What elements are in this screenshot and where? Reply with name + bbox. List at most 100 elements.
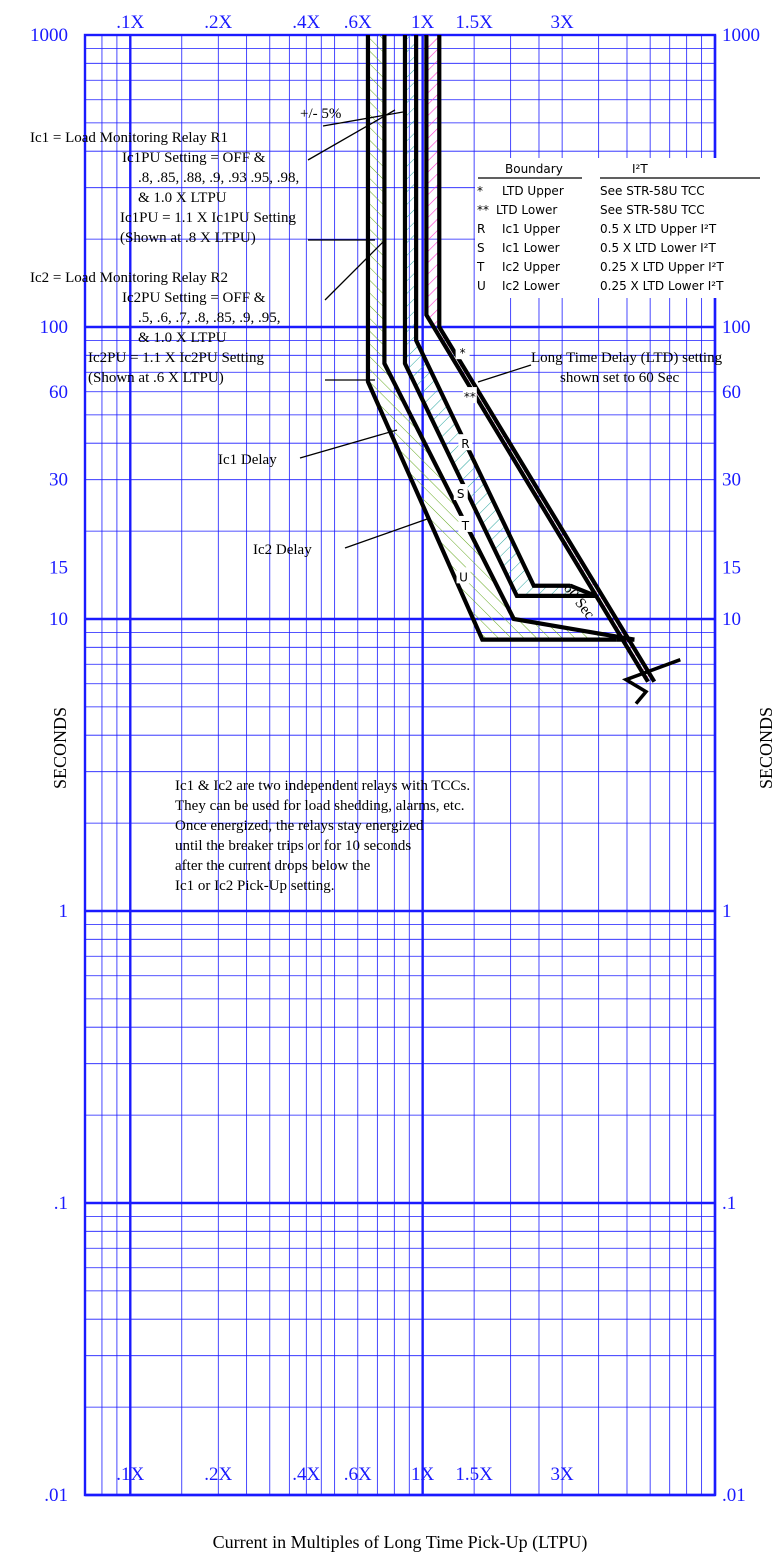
band-inner-line [414,35,571,588]
band-outer-line [424,35,650,683]
y-tick-label-right: 15 [722,558,741,579]
ic1-title: Ic1 = Load Monitoring Relay R1 [30,130,228,146]
curve-letter-bg [462,387,477,404]
ic2-delay-leader [344,517,431,549]
curve-letter: S [457,487,465,501]
ic2-pu: Ic2PU = 1.1 X Ic2PU Setting [88,350,264,366]
y-tick-label-left: 60 [49,382,68,403]
x-tick-label: 1.5X [455,1464,493,1485]
ic1-leader-1 [307,109,396,161]
y-tick-label-left: .01 [44,1485,68,1506]
note-line-6: Ic1 or Ic2 Pick-Up setting. [175,878,335,894]
y-tick-label-right: 30 [722,470,741,491]
svg-text:LTD Lower: LTD Lower [496,203,557,217]
x-tick-label: 3X [551,1464,575,1485]
svg-text:R: R [477,222,485,236]
y-tick-label-left: 10 [49,609,68,630]
tick-labels: .1X .1X .2X .2X .4X .4X .6X .6X 1X 1X 1.5X 1.5X 3X 3X… [30,12,760,1506]
ic1-line-3: & 1.0 X LTPU [138,190,227,206]
ic1-delay-leader [299,429,398,459]
boundary-legend: Boundary I²T * LTD Upper See STR-58U TCC… [475,158,760,298]
ltd-leader [477,364,532,383]
x-tick-label: 1X [411,1464,435,1485]
x-tick-label: .1X [116,1464,144,1485]
svg-text:U: U [477,279,486,293]
band-fill [404,35,596,596]
band-inner-line [437,35,657,683]
y-tick-label-left: .1 [54,1193,68,1214]
curve-letter: U [459,570,468,584]
legend-row: ** LTD Lower See STR-58U TCC [477,203,705,217]
ltd-end-marker [621,658,681,705]
ic1-shown: (Shown at .8 X LTPU) [120,230,256,246]
ic2-line-2: .5, .6, .7, .8, .85, .9, .95, [138,310,281,326]
y-tick-label-left: 1 [59,901,69,922]
legend-row: T Ic2 Upper 0.25 X LTD Upper I²T [476,260,724,274]
band-end-cap [569,583,597,598]
y-tick-label-left: 30 [49,470,68,491]
ic1-delay-label: Ic1 Delay [218,452,277,468]
x-tick-label: 1X [411,12,435,33]
x-tick-label: 1.5X [455,12,493,33]
curve-letter-bg [453,484,468,501]
y-tick-label-right: 60 [722,382,741,403]
svg-text:T: T [476,260,485,274]
y-tick-label-left: 15 [49,558,68,579]
svg-text:S: S [477,241,485,255]
svg-text:Ic1 Upper: Ic1 Upper [502,222,560,236]
y-tick-label-left: 100 [40,317,69,338]
ic2-shown: (Shown at .6 X LTPU) [88,370,224,386]
band-outer-line [402,35,596,598]
band-outer-line [365,35,617,642]
svg-text:Ic2 Lower: Ic2 Lower [502,279,560,293]
x-tick-label: .2X [204,1464,232,1485]
x-tick-label: .6X [344,1464,372,1485]
ic1-line-2: .8, .85, .88, .9, .93 .95, .98, [138,170,299,186]
y-tick-label-right: 10 [722,609,741,630]
annotations: +/- 5% Ic1 = Load Monitoring Relay R1 Ic… [30,106,723,894]
legend-row: R Ic1 Upper 0.5 X LTD Upper I²T [477,222,717,236]
ic2-delay-label: Ic2 Delay [253,542,312,558]
svg-text:LTD Upper: LTD Upper [502,184,564,198]
ic2-leader-1 [324,241,384,301]
curve-letter-bg [456,567,471,584]
legend-row: S Ic1 Lower 0.5 X LTD Lower I²T [477,241,716,255]
ic2-line-1: Ic2PU Setting = OFF & [122,290,266,306]
svg-text:0.25 X LTD Lower I²T: 0.25 X LTD Lower I²T [600,279,724,293]
ic2-line-3: & 1.0 X LTPU [138,330,227,346]
svg-text:See STR-58U TCC: See STR-58U TCC [600,203,705,217]
legend-header-i2t: I²T [632,162,648,176]
x-tick-label: .1X [116,12,144,33]
legend-row: U Ic2 Lower 0.25 X LTD Lower I²T [477,279,724,293]
ltd-note-2: shown set to 60 Sec [560,370,680,386]
x-tick-label: .2X [204,12,232,33]
legend-header-boundary: Boundary [505,162,563,176]
band-fill [367,35,635,640]
y-tick-label-left: 1000 [30,25,68,46]
curve-letter-bg [458,515,473,532]
note-line-1: Ic1 & Ic2 are two independent relays wit… [175,778,470,794]
curve-letter: ** [464,390,476,404]
y-tick-label-right: .1 [722,1193,736,1214]
note-line-5: after the current drops below the [175,858,371,874]
legend-row: * LTD Upper See STR-58U TCC [477,184,705,198]
curve-letter: T [461,519,470,533]
x-tick-label: 3X [551,12,575,33]
ic2-title: Ic2 = Load Monitoring Relay R2 [30,270,228,286]
x-axis-title: Current in Multiples of Long Time Pick-U… [213,1532,588,1553]
note-line-4: until the breaker trips or for 10 second… [175,838,411,854]
tolerance-label: +/- 5% [300,106,341,122]
svg-text:**: ** [477,203,489,217]
svg-text:See STR-58U TCC: See STR-58U TCC [600,184,705,198]
x-tick-label: .4X [292,1464,320,1485]
tolerance-leader [322,111,404,127]
svg-text:0.5 X LTD Lower I²T: 0.5 X LTD Lower I²T [600,241,716,255]
svg-text:Ic2 Upper: Ic2 Upper [502,260,560,274]
y-tick-label-right: 100 [722,317,751,338]
y-tick-label-right: 1 [722,901,732,922]
band-inner-line [382,35,635,642]
svg-text:Ic1 Lower: Ic1 Lower [502,241,560,255]
x-tick-label: .6X [344,12,372,33]
